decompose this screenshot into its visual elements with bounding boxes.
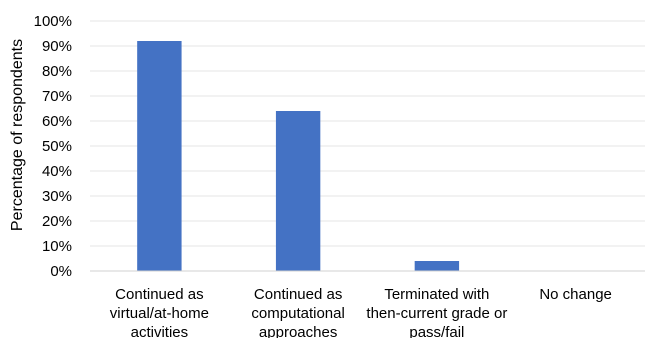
bar [275, 111, 321, 271]
y-tick-label: 40% [42, 163, 72, 180]
x-category-label: Continued as computational approaches [251, 286, 344, 338]
bar [414, 261, 460, 271]
x-category-label: No change [539, 286, 612, 303]
y-tick-label: 90% [42, 38, 72, 55]
bars [137, 41, 460, 271]
y-tick-label: 10% [42, 238, 72, 255]
y-tick-label: 80% [42, 63, 72, 80]
y-tick-label: 20% [42, 213, 72, 230]
x-category-label: Terminated with then-current grade or pass… [366, 286, 507, 338]
y-axis-title: Percentage of respondents [9, 39, 26, 231]
gridlines [90, 20, 645, 247]
y-tick-label: 50% [42, 138, 72, 155]
x-category-label: Continued as virtual/at-home activities [110, 286, 209, 338]
y-tick-label: 30% [42, 188, 72, 205]
y-tick-labels: 0% 10% 20% 30% 40% 50% 60% 70% 80% 90% 100% [34, 13, 72, 280]
bar [137, 41, 182, 271]
x-category-labels: Continued as virtual/at-home activities Con… [110, 286, 612, 341]
y-tick-label: 100% [34, 13, 72, 30]
y-tick-label: 0% [50, 263, 72, 280]
y-tick-label: 70% [42, 88, 72, 105]
y-tick-label: 60% [42, 113, 72, 130]
